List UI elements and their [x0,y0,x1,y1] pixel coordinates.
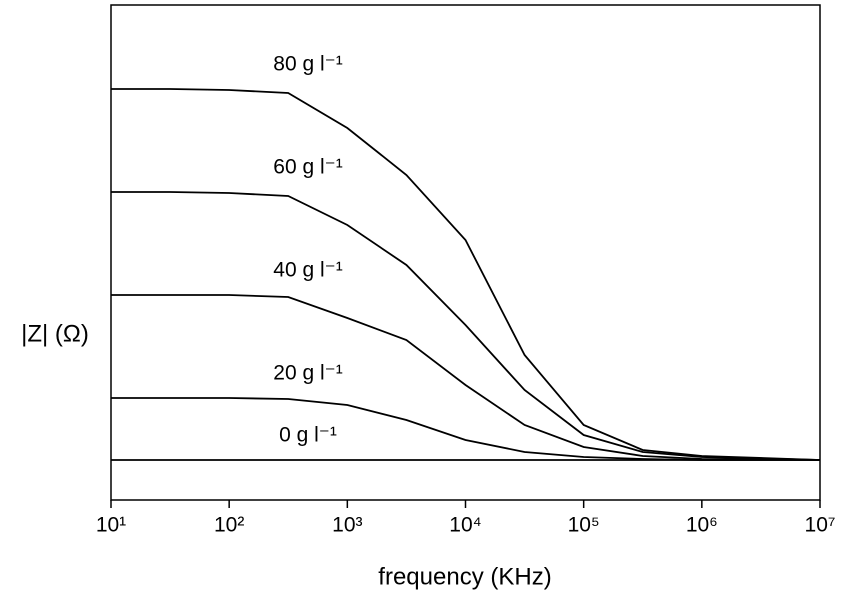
series-label: 80 g l⁻¹ [273,53,342,76]
line [111,397,820,461]
series-label: 60 g l⁻¹ [273,156,342,179]
x-tick-label: 10⁵ [568,514,600,537]
x-tick-label: 10³ [332,514,362,537]
series-label: 0 g l⁻¹ [279,424,337,447]
x-tick-label: 10⁷ [805,514,836,537]
x-tick-label: 10² [214,514,244,537]
x-axis-label: frequency (KHz) [378,563,551,590]
x-tick-label: 10⁴ [449,514,481,537]
y-axis-label: |Z| (Ω) [21,320,89,347]
plot-frame [110,4,821,501]
x-tick-label: 10⁶ [686,514,718,537]
series-label: 40 g l⁻¹ [273,259,342,282]
line [111,191,821,461]
line [111,88,821,461]
series-label: 20 g l⁻¹ [273,362,342,385]
x-tick-label: 10¹ [96,514,126,537]
line [111,294,821,461]
